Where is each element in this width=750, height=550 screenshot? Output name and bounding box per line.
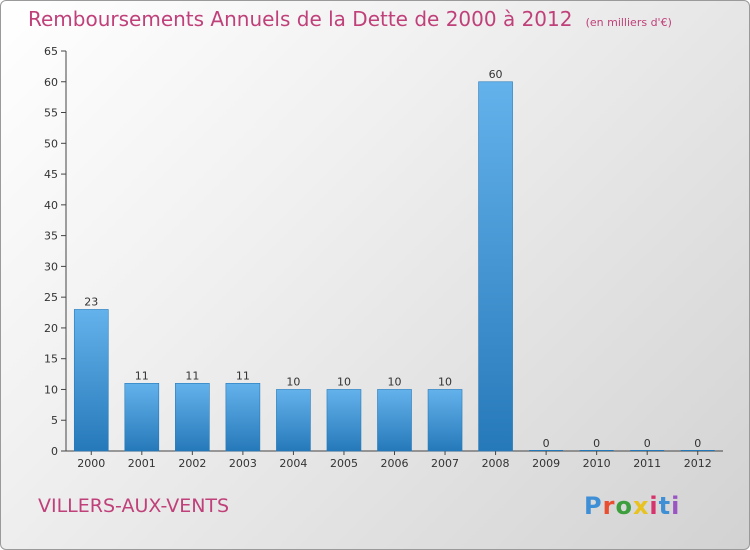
x-tick-label: 2011	[633, 457, 661, 470]
logo-letter: t	[658, 492, 672, 520]
y-tick-label: 10	[44, 383, 58, 396]
data-label: 0	[644, 437, 651, 450]
data-label: 11	[135, 369, 149, 382]
x-tick-label: 2009	[532, 457, 560, 470]
x-tick-label: 2002	[178, 457, 206, 470]
bar	[680, 450, 715, 451]
logo-letter: x	[632, 492, 650, 520]
x-tick-label: 2006	[381, 457, 409, 470]
data-label: 11	[185, 369, 199, 382]
x-tick-label: 2007	[431, 457, 459, 470]
y-tick-label: 15	[44, 353, 58, 366]
x-tick-label: 2004	[279, 457, 307, 470]
chart-title: Remboursements Annuels de la Dette de 20…	[28, 7, 573, 31]
y-tick-label: 20	[44, 322, 58, 335]
y-tick-label: 55	[44, 107, 58, 120]
bar	[73, 309, 109, 452]
data-label: 0	[694, 437, 701, 450]
bar	[326, 389, 362, 452]
data-label: 0	[593, 437, 600, 450]
data-label: 23	[84, 295, 98, 308]
y-tick-label: 50	[44, 137, 58, 150]
title-row: Remboursements Annuels de la Dette de 20…	[28, 7, 672, 31]
bar	[377, 389, 412, 452]
logo-letter: i	[649, 492, 659, 520]
bar	[579, 450, 614, 451]
chart-bars	[73, 81, 715, 452]
logo-letter: o	[615, 492, 633, 520]
logo-letter: P	[584, 492, 603, 520]
data-label: 10	[286, 375, 300, 388]
bar	[276, 389, 311, 452]
bar	[630, 450, 665, 451]
bar	[175, 383, 210, 452]
proxiti-logo: Proxiti	[584, 492, 680, 520]
data-label: 10	[388, 375, 402, 388]
chart-axes: 0 5 10 15 20 25 30 35 40 45 50 55 60 65	[44, 45, 723, 458]
y-tick-label: 30	[44, 260, 58, 273]
y-tick-label: 5	[51, 414, 58, 427]
x-tick-label: 2008	[482, 457, 510, 470]
bar	[124, 383, 160, 452]
y-tick-label: 35	[44, 230, 58, 243]
data-label: 11	[236, 369, 250, 382]
y-tick-label: 65	[44, 45, 58, 58]
data-label: 0	[543, 437, 550, 450]
x-tick-label: 2003	[229, 457, 257, 470]
y-tick-label: 0	[51, 445, 58, 458]
data-label: 60	[489, 68, 503, 81]
x-tick-label: 2000	[77, 457, 105, 470]
x-tick-label: 2012	[684, 457, 712, 470]
bar	[427, 389, 463, 452]
y-tick-label: 60	[44, 76, 58, 89]
bar	[529, 450, 564, 451]
chart-labels: 2000 23 2001 11 2002 11 2003 11 2004 10 2005 10 2006…	[77, 68, 711, 470]
x-tick-label: 2010	[583, 457, 611, 470]
y-tick-label: 40	[44, 199, 58, 212]
data-label: 10	[337, 375, 351, 388]
x-tick-label: 2005	[330, 457, 358, 470]
logo-letter: r	[602, 492, 616, 520]
bar	[478, 81, 513, 452]
chart-subtitle: (en milliers d'€)	[585, 16, 672, 29]
data-label: 10	[438, 375, 452, 388]
bar	[225, 383, 261, 452]
y-tick-label: 45	[44, 168, 58, 181]
x-tick-label: 2001	[128, 457, 156, 470]
logo-letter: i	[671, 492, 681, 520]
town-name: VILLERS-AUX-VENTS	[38, 495, 230, 517]
y-tick-label: 25	[44, 291, 58, 304]
